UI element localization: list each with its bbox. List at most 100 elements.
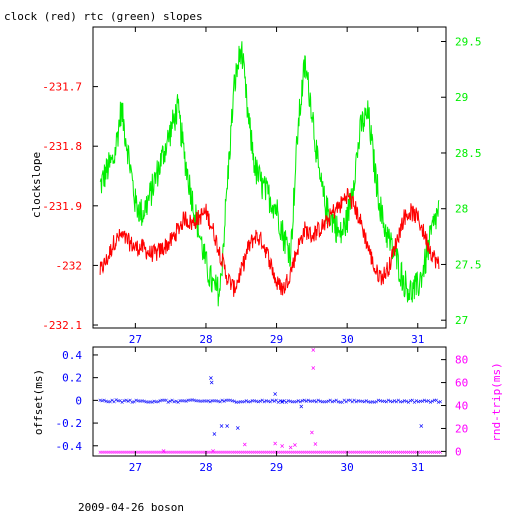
offset-marker: × <box>150 398 154 406</box>
offset-marker: × <box>396 397 400 405</box>
offset-point: × <box>280 398 285 407</box>
rnd-trip-marker: × <box>316 448 320 456</box>
rnd-trip-marker: × <box>294 448 298 456</box>
offset-marker: × <box>288 398 292 406</box>
offset-marker: × <box>382 398 386 406</box>
rnd-trip-marker: × <box>388 448 392 456</box>
offset-marker: × <box>180 397 184 405</box>
rnd-trip-marker: × <box>250 448 254 456</box>
offset-marker: × <box>132 398 136 406</box>
offset-marker: × <box>390 398 394 406</box>
rnd-trip-marker: × <box>214 448 218 456</box>
offset-marker: × <box>348 397 352 405</box>
offset-marker: × <box>112 398 116 406</box>
offset-marker: × <box>126 398 130 406</box>
rnd-trip-marker: × <box>370 448 374 456</box>
offset-marker: × <box>338 398 342 406</box>
rnd-trip-marker: × <box>246 448 250 456</box>
rnd-trip-marker: × <box>154 448 158 456</box>
offset-marker: × <box>366 398 370 406</box>
rnd-trip-marker: × <box>112 448 116 456</box>
rnd-trip-marker: × <box>352 448 356 456</box>
rnd-trip-marker: × <box>118 448 122 456</box>
offset-marker: × <box>414 397 418 405</box>
offset-marker: × <box>184 398 188 406</box>
offset-marker: × <box>410 396 414 404</box>
rnd-trip-marker: × <box>342 448 346 456</box>
offset-marker: × <box>238 398 242 406</box>
y-tick-label: -231.8 <box>42 140 82 153</box>
offset-marker: × <box>322 398 326 406</box>
rnd-trip-marker: × <box>382 448 386 456</box>
offset-marker: × <box>228 397 232 405</box>
rnd-trip-marker: × <box>194 448 198 456</box>
rnd-trip-marker: × <box>220 448 224 456</box>
rnd-trip-axis-label: rnd-trip(ms) <box>490 362 503 441</box>
offset-marker: × <box>172 398 176 406</box>
rnd-trip-marker: × <box>324 448 328 456</box>
rnd-trip-point: × <box>161 446 166 455</box>
rnd-trip-marker: × <box>186 448 190 456</box>
chart-title: clock (red) rtc (green) slopes <box>4 10 203 23</box>
rnd-trip-marker: × <box>332 448 336 456</box>
rnd-trip-marker: × <box>208 448 212 456</box>
rnd-trip-marker: × <box>394 448 398 456</box>
rnd-trip-point: × <box>288 443 293 452</box>
rnd-trip-marker: × <box>286 448 290 456</box>
rnd-trip-marker: × <box>348 448 352 456</box>
offset-marker: × <box>248 398 252 406</box>
y2-tick-label: 27 <box>455 314 468 327</box>
y2-tick-label: 80 <box>455 354 468 367</box>
rnd-trip-marker: × <box>114 448 118 456</box>
rnd-trip-marker: × <box>234 448 238 456</box>
rnd-trip-marker: × <box>190 448 194 456</box>
offset-marker: × <box>272 398 276 406</box>
offset-marker: × <box>122 397 126 405</box>
offset-marker: × <box>216 398 220 406</box>
offset-marker: × <box>420 398 424 406</box>
rnd-trip-point: × <box>273 439 278 448</box>
offset-marker: × <box>330 398 334 406</box>
x-tick-label: 31 <box>411 461 424 474</box>
bottom-outlier-points: ×××× × ×××××× ×× × × × ××××× <box>161 345 424 455</box>
rnd-trip-marker: × <box>430 448 434 456</box>
rnd-trip-marker: × <box>434 448 438 456</box>
rnd-trip-marker: × <box>296 448 300 456</box>
offset-marker: × <box>438 398 442 406</box>
rnd-trip-marker: × <box>366 448 370 456</box>
offset-marker: × <box>146 398 150 406</box>
offset-marker: × <box>404 398 408 406</box>
offset-marker: × <box>204 397 208 405</box>
offset-marker: × <box>422 396 426 404</box>
offset-marker: × <box>284 398 288 406</box>
offset-marker: × <box>154 398 158 406</box>
rnd-trip-marker: × <box>166 448 170 456</box>
rnd-trip-marker: × <box>244 448 248 456</box>
offset-marker: × <box>380 398 384 406</box>
rnd-trip-marker: × <box>170 448 174 456</box>
offset-marker: × <box>232 398 236 406</box>
rnd-trip-marker: × <box>362 448 366 456</box>
offset-marker: × <box>434 396 438 404</box>
rnd-trip-marker: × <box>248 448 252 456</box>
rnd-trip-marker: × <box>282 448 286 456</box>
offset-marker: × <box>254 397 258 405</box>
rnd-trip-marker: × <box>262 448 266 456</box>
offset-marker: × <box>336 398 340 406</box>
rnd-trip-marker: × <box>378 448 382 456</box>
offset-point: × <box>208 374 213 383</box>
rnd-trip-point: × <box>311 364 316 373</box>
offset-marker: × <box>262 398 266 406</box>
offset-marker: × <box>208 398 212 406</box>
rnd-trip-marker: × <box>298 448 302 456</box>
rnd-trip-marker: × <box>160 448 164 456</box>
rnd-trip-marker: × <box>338 448 342 456</box>
rnd-trip-marker: × <box>290 448 294 456</box>
rnd-trip-marker: × <box>198 448 202 456</box>
offset-marker: × <box>158 397 162 405</box>
rnd-trip-marker: × <box>438 448 442 456</box>
offset-marker: × <box>270 397 274 405</box>
rnd-trip-marker: × <box>230 448 234 456</box>
rnd-trip-marker: × <box>108 448 112 456</box>
bottom-x-axis: 27 28 29 30 31 <box>129 347 424 474</box>
